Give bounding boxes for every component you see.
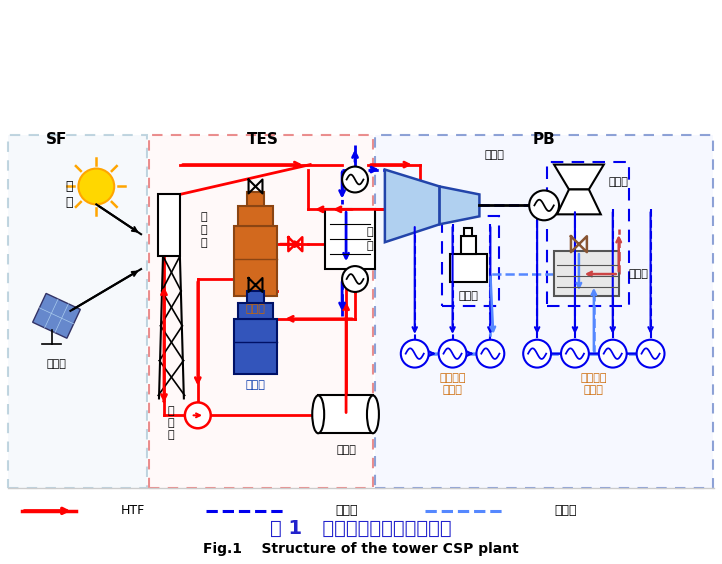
Text: 器: 器 [201,238,207,248]
Text: 图 1   塔式光热电站结构示意图: 图 1 塔式光热电站结构示意图 [270,519,452,538]
Text: 锅: 锅 [367,227,373,237]
Text: 吸: 吸 [168,406,174,416]
Bar [318,395,373,433]
Bar [238,206,274,226]
Bar [158,195,180,256]
Bar [234,319,277,373]
Bar [442,217,500,306]
Text: 水蒸气: 水蒸气 [335,504,357,517]
Bar [234,226,277,296]
Text: 冷温罐: 冷温罐 [245,381,266,390]
Text: 阳: 阳 [66,196,73,209]
Text: 除氧器: 除氧器 [458,291,479,301]
Text: 汽轮机: 汽轮机 [484,149,504,160]
Circle shape [79,169,114,204]
Circle shape [599,340,627,368]
Polygon shape [440,187,479,224]
Bar [149,135,373,488]
Text: SF: SF [45,132,67,147]
Text: 低压给水: 低压给水 [439,373,466,382]
Circle shape [561,340,589,368]
Text: 太: 太 [66,180,73,193]
Text: 冷凝器: 冷凝器 [629,269,648,279]
Circle shape [401,340,429,368]
Polygon shape [32,293,80,338]
Bar [325,209,375,269]
Text: 热: 热 [201,225,207,235]
Ellipse shape [312,395,324,433]
Text: 膨胀箱: 膨胀箱 [336,445,356,455]
Ellipse shape [367,395,379,433]
Text: 加热器: 加热器 [443,385,463,395]
Bar [375,135,713,488]
Bar [464,228,472,236]
Text: 热: 热 [168,418,174,428]
Text: 冷却塔: 冷却塔 [609,178,629,187]
Text: HTF: HTF [121,504,145,517]
Text: TES: TES [246,132,279,147]
Text: 高温罐: 高温罐 [245,304,266,314]
Circle shape [477,340,504,368]
Bar [247,291,264,303]
Text: 塔: 塔 [168,430,174,440]
Bar [450,254,487,282]
Bar [238,303,274,319]
Circle shape [529,191,559,221]
Bar [8,135,147,488]
Polygon shape [385,170,440,242]
Circle shape [439,340,466,368]
Bar [547,162,629,306]
Circle shape [185,402,211,428]
Bar [461,236,477,254]
Text: 吸: 吸 [201,212,207,222]
Text: 高压给水: 高压给水 [580,373,607,382]
Circle shape [342,266,368,292]
Circle shape [342,166,368,192]
Polygon shape [557,190,601,214]
Text: Fig.1    Structure of the tower CSP plant: Fig.1 Structure of the tower CSP plant [203,541,519,556]
Text: 冷凝水: 冷凝水 [554,504,577,517]
Bar [554,251,619,296]
Text: 定日镜: 定日镜 [47,359,66,369]
Text: PB: PB [533,132,555,147]
Circle shape [523,340,551,368]
Polygon shape [554,165,604,190]
Circle shape [637,340,664,368]
Text: 加热器: 加热器 [584,385,604,395]
Bar [247,192,264,206]
Text: 炉: 炉 [367,241,373,251]
